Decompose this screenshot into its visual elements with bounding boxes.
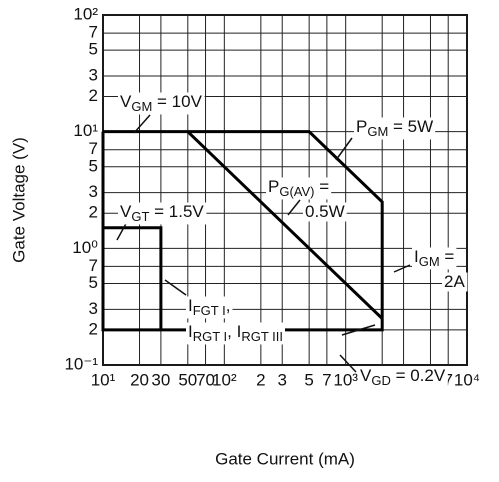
annotation-part: , bbox=[226, 296, 231, 315]
annotation-part: GD bbox=[371, 373, 391, 388]
x-tick-label: 50 bbox=[178, 370, 197, 389]
annotation-part: = 5W bbox=[388, 117, 433, 136]
annotation-bg bbox=[412, 247, 457, 270]
annotation-bg bbox=[266, 177, 332, 200]
annotation: VGT = 1.5V bbox=[120, 202, 204, 224]
annotation-bg bbox=[358, 366, 448, 389]
x-tick-label: 2 bbox=[256, 370, 265, 389]
x-axis-label: Gate Current (mA) bbox=[215, 449, 355, 468]
annotation: 0.5W bbox=[305, 202, 345, 221]
data-line bbox=[103, 226, 163, 330]
annotation-part: = 0.2V bbox=[391, 366, 446, 385]
annotation: PG(AV) = bbox=[268, 177, 329, 199]
leader-line bbox=[133, 114, 151, 134]
y-tick-label: 3 bbox=[89, 65, 98, 84]
annotation-part: 2A bbox=[444, 272, 465, 291]
y-tick-label: 10⁰ bbox=[72, 238, 98, 257]
x-tick-label: 70 bbox=[196, 370, 215, 389]
annotation: VGM = 10V bbox=[120, 92, 203, 114]
annotation-part: GM bbox=[367, 124, 388, 139]
annotation-bg bbox=[442, 272, 468, 292]
annotation-part: RGT III bbox=[241, 329, 283, 344]
x-tick-label: 20 bbox=[130, 370, 149, 389]
y-tick-label: 10² bbox=[73, 4, 98, 23]
annotation-part: V bbox=[120, 202, 132, 221]
x-tick-label: 30 bbox=[151, 370, 170, 389]
annotation-part: GT bbox=[131, 209, 149, 224]
data-line bbox=[186, 130, 384, 320]
leader-line bbox=[164, 279, 187, 296]
annotation-part: G(AV) bbox=[279, 184, 314, 199]
annotation: IGM = bbox=[414, 247, 454, 269]
annotation-part: RGT I bbox=[193, 329, 227, 344]
leader-line bbox=[287, 199, 301, 216]
annotation-part: GM bbox=[419, 254, 440, 269]
annotation-bg bbox=[118, 92, 205, 115]
y-tick-label: 5 bbox=[89, 156, 98, 175]
annotation-part: = 10V bbox=[152, 92, 202, 111]
x-tick-label: 7 bbox=[322, 370, 331, 389]
annotation-part: P bbox=[268, 177, 279, 196]
annotation-bg bbox=[186, 296, 233, 319]
data-line bbox=[101, 130, 384, 332]
annotation-bg bbox=[118, 202, 207, 225]
x-tick-label: 10¹ bbox=[91, 370, 116, 389]
annotation-part: P bbox=[356, 117, 367, 136]
y-axis-label: Gate Voltage (V) bbox=[9, 137, 28, 263]
annotation-part: , I bbox=[227, 322, 241, 341]
y-tick-label: 2 bbox=[89, 86, 98, 105]
annotation-part: = bbox=[440, 247, 455, 266]
y-tick-label: 2 bbox=[89, 203, 98, 222]
leader-line bbox=[393, 264, 411, 273]
x-tick-label: 10³ bbox=[333, 370, 358, 389]
y-tick-label: 7 bbox=[89, 139, 98, 158]
x-tick-label: 7 bbox=[443, 370, 452, 389]
y-tick-label: 3 bbox=[89, 299, 98, 318]
y-tick-label: 7 bbox=[89, 23, 98, 42]
annotation-bg bbox=[186, 322, 285, 345]
annotation: 2A bbox=[444, 272, 465, 291]
annotation-part: GM bbox=[131, 99, 152, 114]
leader-line bbox=[341, 324, 376, 336]
y-tick-label: 2 bbox=[89, 319, 98, 338]
annotation-part: FGT I bbox=[193, 303, 226, 318]
annotation-part: = bbox=[315, 177, 330, 196]
y-tick-label: 3 bbox=[89, 182, 98, 201]
annotation-part: I bbox=[414, 247, 419, 266]
y-tick-label: 7 bbox=[89, 256, 98, 275]
x-tick-label: 3 bbox=[277, 370, 286, 389]
annotation-bg bbox=[354, 117, 436, 140]
annotation-part: 0.5W bbox=[305, 202, 345, 221]
annotation-bg bbox=[303, 202, 347, 222]
x-tick-label: 10² bbox=[212, 370, 237, 389]
x-tick-label: 10⁴ bbox=[454, 370, 480, 389]
annotation-part: V bbox=[360, 366, 372, 385]
annotation-part: I bbox=[188, 322, 193, 341]
annotation-part: V bbox=[120, 92, 132, 111]
y-tick-label: 5 bbox=[89, 273, 98, 292]
annotation: VGD = 0.2V bbox=[360, 366, 446, 388]
y-tick-label: 5 bbox=[89, 40, 98, 59]
annotation: PGM = 5W bbox=[356, 117, 433, 139]
leader-line bbox=[339, 354, 357, 373]
annotation: IRGT I, IRGT III bbox=[188, 322, 283, 344]
annotation-part: = 1.5V bbox=[149, 202, 204, 221]
annotation-part: I bbox=[188, 296, 193, 315]
leader-line bbox=[335, 137, 353, 161]
annotation: IFGT I, bbox=[188, 296, 230, 318]
y-tick-label: 10⁻¹ bbox=[64, 354, 98, 373]
y-tick-label: 10¹ bbox=[73, 121, 98, 140]
x-tick-label: 5 bbox=[304, 370, 313, 389]
